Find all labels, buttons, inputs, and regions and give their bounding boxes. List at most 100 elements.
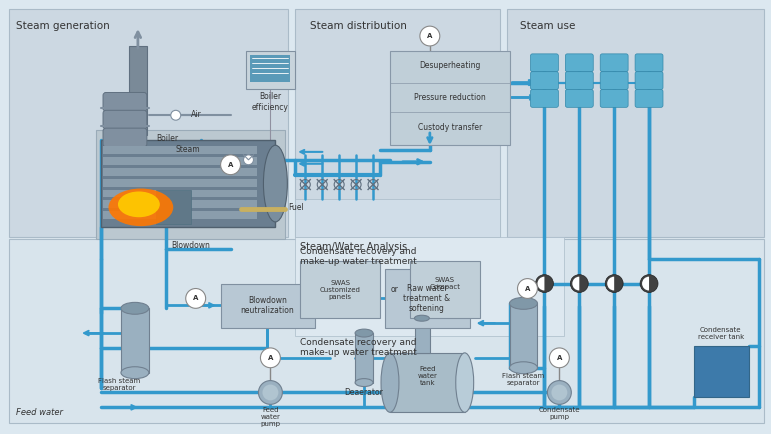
Circle shape: [551, 385, 567, 401]
Ellipse shape: [414, 315, 429, 321]
Circle shape: [517, 279, 537, 299]
Text: Condensate recovery and
make-up water treatment: Condensate recovery and make-up water tr…: [301, 338, 417, 358]
FancyBboxPatch shape: [103, 110, 146, 129]
Text: A: A: [193, 296, 198, 302]
Ellipse shape: [264, 145, 288, 222]
Text: Steam: Steam: [176, 145, 200, 154]
Bar: [295, 9, 500, 237]
Circle shape: [535, 275, 554, 293]
Text: Steam distribution: Steam distribution: [310, 21, 407, 31]
Ellipse shape: [121, 367, 149, 378]
FancyBboxPatch shape: [635, 89, 663, 107]
Circle shape: [186, 289, 206, 308]
Text: Flash steam
separator: Flash steam separator: [503, 373, 544, 386]
Text: A: A: [427, 33, 433, 39]
Ellipse shape: [121, 302, 149, 314]
FancyBboxPatch shape: [601, 72, 628, 89]
Text: Boiler
efficiency: Boiler efficiency: [252, 92, 289, 112]
Bar: [510, 303, 537, 368]
FancyBboxPatch shape: [565, 54, 593, 72]
Text: Feed
water
pump: Feed water pump: [261, 408, 281, 427]
Ellipse shape: [109, 188, 173, 226]
Text: SWAS
Compact: SWAS Compact: [429, 277, 460, 290]
Text: A: A: [557, 355, 562, 361]
Bar: [103, 157, 258, 165]
Bar: [103, 211, 258, 219]
Bar: [251, 55, 291, 82]
FancyBboxPatch shape: [103, 128, 146, 147]
Bar: [103, 190, 258, 197]
Text: Pressure reduction: Pressure reduction: [414, 93, 486, 102]
Bar: [129, 46, 146, 135]
Bar: [694, 346, 749, 398]
FancyBboxPatch shape: [565, 89, 593, 107]
FancyBboxPatch shape: [635, 72, 663, 89]
Bar: [507, 9, 763, 237]
Text: Steam/Water Analysis: Steam/Water Analysis: [301, 242, 407, 252]
FancyBboxPatch shape: [103, 92, 146, 111]
Bar: [385, 269, 470, 328]
Text: Custody transfer: Custody transfer: [418, 123, 482, 132]
Bar: [103, 201, 258, 208]
Wedge shape: [642, 276, 649, 290]
Ellipse shape: [381, 353, 399, 412]
Bar: [103, 146, 258, 154]
Circle shape: [420, 26, 439, 46]
Text: Condensate
pump: Condensate pump: [539, 408, 580, 420]
Bar: [103, 179, 258, 187]
Text: Deaerator: Deaerator: [345, 388, 383, 397]
Bar: [156, 190, 190, 224]
FancyBboxPatch shape: [601, 89, 628, 107]
Bar: [415, 318, 430, 353]
Text: or: or: [391, 285, 399, 294]
Text: Desuperheating: Desuperheating: [419, 61, 480, 70]
Text: A: A: [228, 162, 234, 168]
FancyBboxPatch shape: [601, 54, 628, 72]
Text: Feed
water
tank: Feed water tank: [418, 365, 438, 385]
Bar: [9, 239, 763, 423]
Bar: [390, 51, 510, 145]
Text: SWAS
Customized
panels: SWAS Customized panels: [320, 279, 361, 299]
Ellipse shape: [355, 378, 373, 387]
Bar: [96, 130, 285, 239]
Ellipse shape: [456, 353, 473, 412]
Text: Air: Air: [190, 110, 201, 119]
Wedge shape: [608, 276, 614, 290]
Circle shape: [261, 348, 281, 368]
Bar: [101, 140, 275, 227]
FancyBboxPatch shape: [530, 89, 558, 107]
Bar: [221, 283, 315, 328]
Text: Fuel: Fuel: [288, 203, 304, 212]
Circle shape: [170, 110, 180, 120]
Circle shape: [244, 155, 254, 165]
Text: A: A: [268, 355, 273, 361]
Bar: [390, 353, 465, 412]
Circle shape: [258, 381, 282, 404]
Ellipse shape: [510, 362, 537, 374]
FancyBboxPatch shape: [530, 54, 558, 72]
Text: A: A: [525, 286, 530, 292]
Bar: [103, 168, 258, 176]
Circle shape: [547, 381, 571, 404]
Text: Steam use: Steam use: [520, 21, 575, 31]
Circle shape: [605, 275, 623, 293]
Text: Flash steam
separator: Flash steam separator: [98, 378, 140, 391]
Bar: [121, 308, 149, 373]
Bar: [295, 237, 564, 336]
Ellipse shape: [510, 297, 537, 309]
Bar: [295, 199, 500, 237]
Ellipse shape: [355, 329, 373, 337]
Bar: [355, 333, 373, 383]
Bar: [301, 261, 380, 318]
Text: Condensate recovery and
make-up water treatment: Condensate recovery and make-up water tr…: [301, 247, 417, 266]
Text: Blowdown
neutralization: Blowdown neutralization: [241, 296, 295, 315]
Wedge shape: [572, 276, 579, 290]
Circle shape: [640, 275, 658, 293]
FancyBboxPatch shape: [635, 54, 663, 72]
Text: Raw water
treatment &
softening: Raw water treatment & softening: [403, 283, 450, 313]
Circle shape: [262, 385, 278, 401]
Bar: [410, 261, 480, 318]
FancyBboxPatch shape: [565, 72, 593, 89]
Bar: [9, 9, 288, 237]
Text: Boiler: Boiler: [156, 134, 178, 143]
